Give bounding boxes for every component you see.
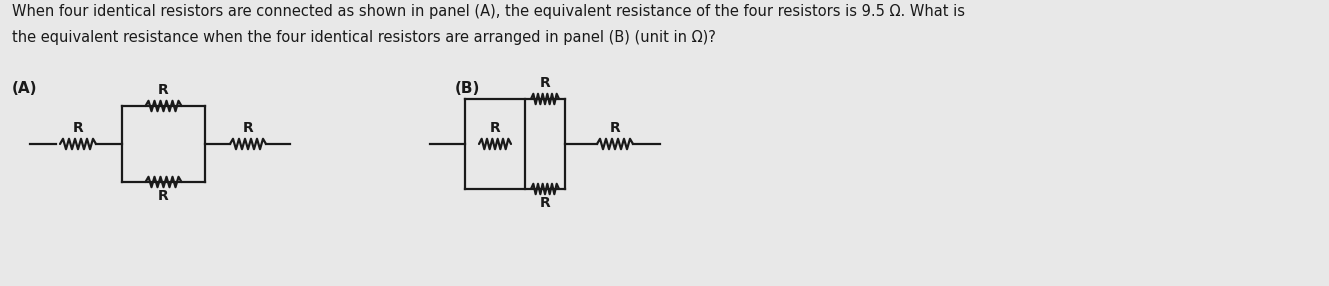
- Text: R: R: [73, 121, 84, 135]
- Text: the equivalent resistance when the four identical resistors are arranged in pane: the equivalent resistance when the four …: [12, 30, 716, 45]
- Text: R: R: [158, 189, 169, 203]
- Text: R: R: [158, 83, 169, 97]
- Text: (A): (A): [12, 81, 37, 96]
- Text: When four identical resistors are connected as shown in panel (A), the equivalen: When four identical resistors are connec…: [12, 4, 965, 19]
- Text: R: R: [610, 121, 621, 135]
- Text: R: R: [540, 196, 550, 210]
- Text: R: R: [243, 121, 254, 135]
- Text: R: R: [489, 121, 501, 135]
- Text: R: R: [540, 76, 550, 90]
- Text: (B): (B): [455, 81, 480, 96]
